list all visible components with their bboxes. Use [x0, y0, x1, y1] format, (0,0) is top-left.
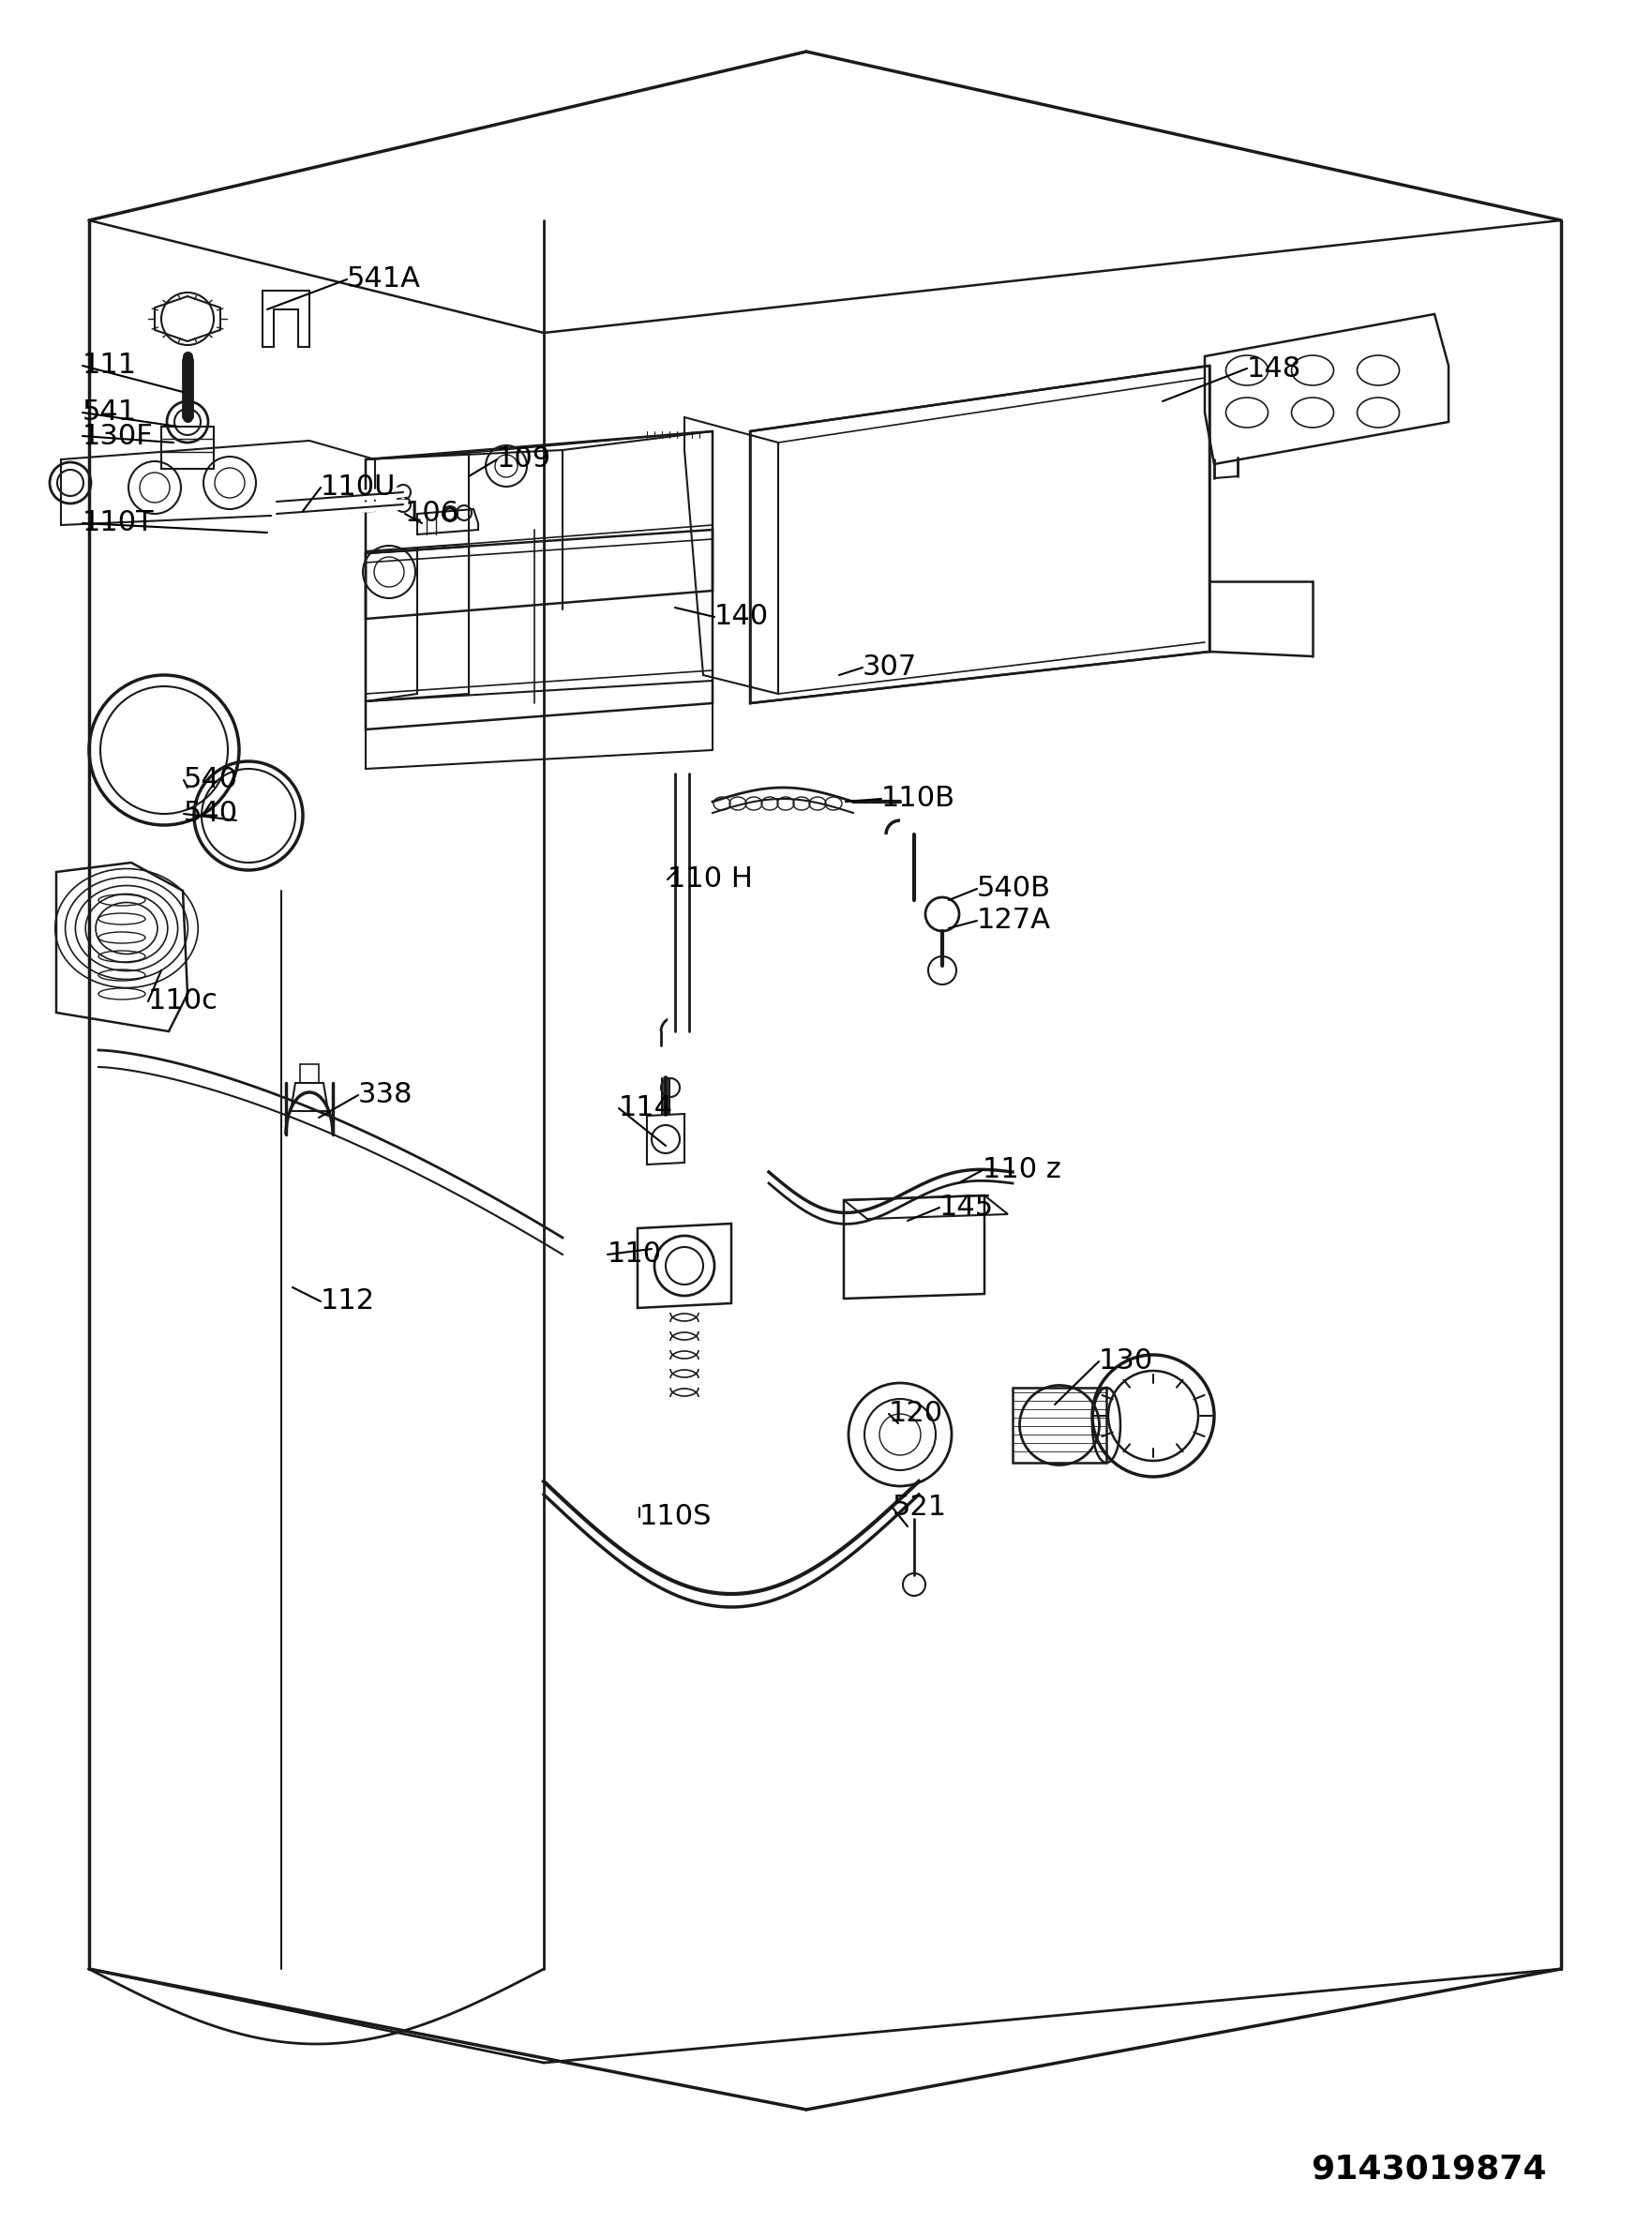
Text: 106: 106	[405, 499, 459, 528]
Text: 120: 120	[889, 1399, 943, 1428]
Text: 148: 148	[1247, 356, 1302, 383]
Text: 541: 541	[83, 399, 137, 425]
Text: 540: 540	[183, 799, 238, 828]
Text: 110 z: 110 z	[983, 1158, 1061, 1184]
Text: 130F: 130F	[83, 423, 154, 450]
Text: 109: 109	[497, 446, 552, 472]
Text: 338: 338	[358, 1081, 413, 1108]
Text: 110c: 110c	[149, 987, 218, 1014]
Text: 110S: 110S	[639, 1502, 712, 1531]
Text: 110 H: 110 H	[667, 866, 753, 893]
Text: 307: 307	[862, 654, 917, 681]
Text: 110T: 110T	[83, 510, 154, 537]
Text: 521: 521	[892, 1493, 947, 1520]
Text: 110B: 110B	[881, 786, 955, 813]
Text: 540B: 540B	[976, 875, 1051, 902]
Text: 140: 140	[714, 602, 768, 631]
Text: 112: 112	[320, 1287, 375, 1314]
Text: 127A: 127A	[976, 907, 1051, 934]
Text: 145: 145	[940, 1193, 995, 1220]
Text: 540: 540	[183, 766, 238, 793]
Text: 9143019874: 9143019874	[1312, 2152, 1546, 2185]
Text: 114: 114	[620, 1095, 674, 1122]
Text: 130: 130	[1099, 1348, 1153, 1375]
Text: 111: 111	[83, 352, 137, 378]
Text: 110U: 110U	[320, 475, 396, 502]
Text: 110: 110	[608, 1240, 662, 1267]
Text: 541A: 541A	[347, 266, 421, 293]
